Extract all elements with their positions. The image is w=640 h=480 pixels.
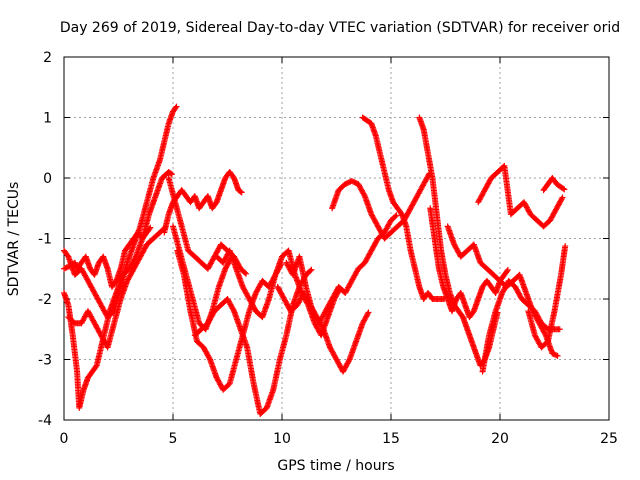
data-point (346, 179, 353, 186)
data-point (345, 357, 352, 364)
series-trace-14 (359, 114, 448, 302)
y-tick-label: 0 (43, 171, 52, 187)
data-point (504, 266, 511, 273)
series-trace-13 (329, 170, 433, 242)
data-point (308, 266, 315, 273)
data-point (92, 363, 99, 370)
series-trace-12 (283, 212, 400, 327)
x-tick-label: 25 (600, 431, 618, 447)
data-point (63, 264, 70, 271)
data-point (364, 310, 371, 317)
y-tick-label: 2 (43, 50, 52, 66)
series-trace-21 (540, 175, 568, 194)
series-trace-7 (170, 223, 235, 333)
data-point (365, 309, 372, 316)
y-tick-label: -3 (38, 353, 52, 369)
data-point (549, 350, 556, 357)
series-trace-5 (161, 168, 245, 236)
data-point (559, 194, 566, 201)
y-tick-label: 1 (43, 111, 52, 127)
y-tick-label: -2 (38, 292, 52, 308)
x-tick-label: 20 (491, 431, 509, 447)
data-point (361, 191, 368, 198)
x-tick-label: 0 (60, 431, 69, 447)
x-tick-labels: 0 5 10 15 20 25 (60, 431, 618, 447)
series-trace-18 (475, 162, 566, 230)
data-point (64, 252, 71, 259)
x-tick-label: 15 (382, 431, 400, 447)
data-point (342, 181, 349, 188)
y-axis-label: SDTVAR / TECUs (6, 182, 22, 297)
data-point (553, 352, 560, 359)
axis-ticks (63, 56, 610, 421)
data-point (550, 351, 557, 358)
data-points (61, 103, 569, 417)
x-axis-label: GPS time / hours (277, 458, 394, 474)
data-point (393, 212, 400, 219)
data-point (556, 326, 563, 333)
x-tick-label: 5 (169, 431, 178, 447)
data-point (348, 178, 355, 185)
data-point (238, 189, 245, 196)
series-trace-8 (174, 247, 285, 393)
series-trace-9 (191, 266, 315, 417)
data-point (173, 103, 180, 110)
data-point (343, 180, 350, 187)
data-point (237, 188, 244, 195)
data-point (554, 352, 561, 359)
data-point (307, 267, 314, 274)
data-point (561, 186, 568, 193)
series-trace-3 (61, 168, 175, 411)
data-point (350, 178, 357, 185)
chart-title: Day 269 of 2019, Sidereal Day-to-day VTE… (60, 20, 620, 36)
grid-lines (64, 57, 609, 420)
y-tick-label: -4 (38, 413, 52, 429)
data-point (230, 306, 237, 313)
data-point (551, 351, 558, 358)
y-tick-label: -1 (38, 232, 52, 248)
data-point (319, 324, 326, 331)
y-tick-labels: -4 -3 -2 -1 0 1 2 (38, 50, 52, 429)
data-point (243, 270, 250, 277)
data-point (206, 355, 213, 362)
data-point (560, 185, 567, 192)
data-point (172, 104, 179, 111)
series-trace-4 (65, 224, 169, 351)
data-point (562, 243, 569, 250)
data-point (351, 179, 358, 186)
data-point (62, 265, 69, 272)
data-point (352, 179, 359, 186)
data-point (503, 268, 510, 275)
data-point (167, 170, 174, 177)
data-point (61, 265, 67, 272)
data-point (146, 225, 153, 232)
data-point (344, 179, 351, 186)
data-point (241, 269, 248, 276)
series-trace-20 (525, 243, 569, 351)
series-trace-16 (427, 205, 511, 321)
x-tick-label: 10 (273, 431, 291, 447)
data-point (392, 213, 399, 220)
data-point (558, 195, 565, 202)
data-point (168, 171, 175, 178)
